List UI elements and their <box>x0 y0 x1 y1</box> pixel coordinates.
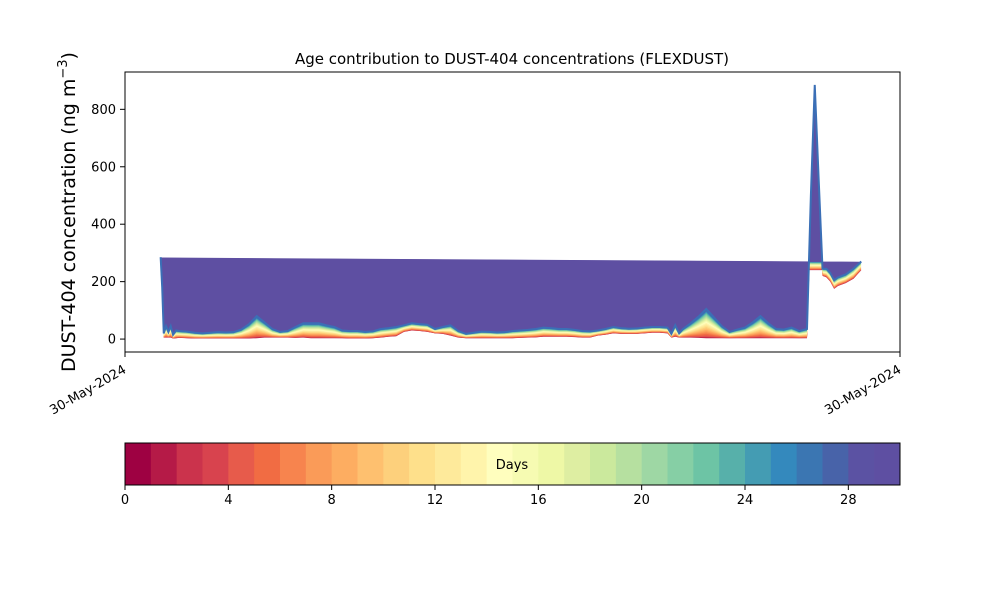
area-layer-age-29 <box>160 85 862 335</box>
colorbar-segment <box>460 443 488 485</box>
colorbar-segment <box>667 443 694 485</box>
colorbar-segment <box>564 443 591 485</box>
colorbar-segment <box>745 443 772 485</box>
colorbar-tick-label: 12 <box>427 493 444 508</box>
colorbar <box>125 443 901 485</box>
colorbar-segment <box>125 443 152 485</box>
plot-frame <box>124 71 901 353</box>
x-tick-label: 30-May-2024 <box>822 362 904 418</box>
colorbar-segment <box>409 443 436 485</box>
x-axis: 30-May-2024 30-May-2024 <box>47 352 904 418</box>
colorbar-segment <box>254 443 281 485</box>
colorbar-segment <box>848 443 875 485</box>
colorbar-segment <box>228 443 255 485</box>
colorbar-label: Days <box>496 458 529 473</box>
colorbar-segment <box>822 443 849 485</box>
colorbar-segment <box>590 443 617 485</box>
colorbar-tick-label: 20 <box>633 493 650 508</box>
y-tick-label: 0 <box>108 333 116 348</box>
colorbar-segment <box>305 443 333 485</box>
y-axis-label-close: ) <box>58 52 80 59</box>
y-axis-label: DUST-404 concentration (ng m−3) <box>56 52 80 372</box>
colorbar-segment <box>331 443 358 485</box>
colorbar-segment <box>719 443 746 485</box>
colorbar-segment <box>512 443 539 485</box>
y-tick-label: 600 <box>91 160 116 175</box>
y-axis-label-main: DUST-404 concentration (ng m <box>58 79 80 372</box>
colorbar-tick-label: 4 <box>224 493 232 508</box>
colorbar-segment <box>796 443 823 485</box>
colorbar-segment <box>770 443 798 485</box>
colorbar-segment <box>280 443 307 485</box>
colorbar-segment <box>202 443 229 485</box>
total-line <box>159 84 862 338</box>
colorbar-segment <box>538 443 565 485</box>
colorbar-ticks: 0 4 8 12 16 20 24 28 <box>121 485 857 508</box>
colorbar-segment <box>435 443 462 485</box>
colorbar-tick-label: 8 <box>328 493 336 508</box>
y-axis: 0 200 400 600 800 <box>91 103 125 348</box>
colorbar-segment <box>641 443 668 485</box>
chart-title: Age contribution to DUST-404 concentrati… <box>295 50 729 68</box>
colorbar-segment <box>383 443 410 485</box>
colorbar-segment <box>176 443 203 485</box>
colorbar-segment <box>615 443 643 485</box>
colorbar-segment <box>693 443 720 485</box>
colorbar-tick-label: 16 <box>530 493 547 508</box>
colorbar-tick-label: 0 <box>121 493 129 508</box>
colorbar-segment <box>874 443 901 485</box>
colorbar-frame <box>124 442 901 486</box>
colorbar-tick-label: 28 <box>840 493 857 508</box>
colorbar-segment <box>357 443 384 485</box>
plot-area <box>159 84 862 339</box>
y-tick-label: 800 <box>91 103 116 118</box>
y-tick-label: 400 <box>91 218 116 233</box>
colorbar-tick-label: 24 <box>737 493 754 508</box>
y-axis-label-sup: −3 <box>56 59 71 78</box>
colorbar-segment <box>486 443 513 485</box>
colorbar-segment <box>150 443 178 485</box>
y-tick-label: 200 <box>91 275 116 290</box>
